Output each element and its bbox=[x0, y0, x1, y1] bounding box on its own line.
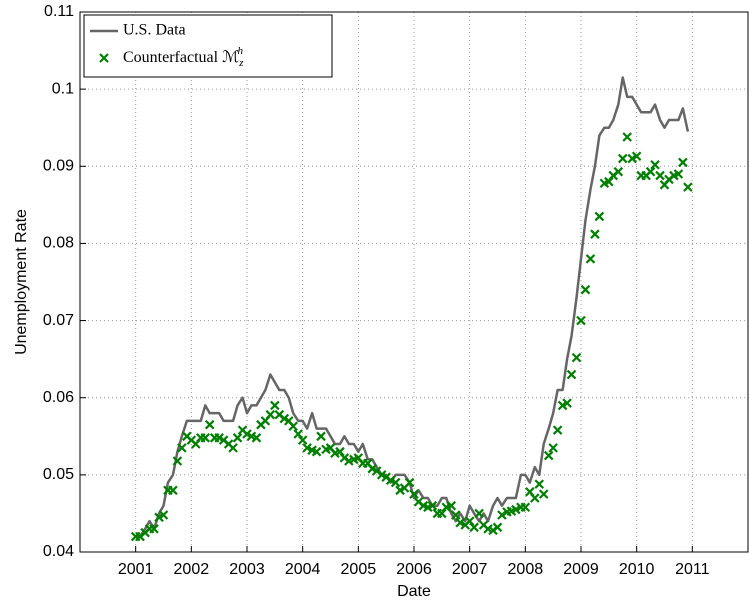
marker bbox=[168, 485, 178, 496]
marker bbox=[548, 443, 558, 453]
marker bbox=[149, 524, 159, 534]
plot bbox=[130, 76, 693, 542]
marker bbox=[590, 229, 600, 239]
x-tick-label: 2006 bbox=[396, 561, 432, 578]
marker bbox=[404, 477, 415, 488]
x-tick-label: 2008 bbox=[508, 561, 544, 578]
legend-marker bbox=[99, 53, 109, 63]
x-tick-label: 2010 bbox=[619, 561, 655, 578]
y-axis-label: Unemployment Rate bbox=[13, 209, 30, 355]
marker bbox=[543, 450, 554, 461]
marker bbox=[511, 504, 521, 515]
marker bbox=[562, 398, 572, 408]
marker bbox=[251, 433, 262, 443]
marker bbox=[288, 421, 298, 432]
legend-label: U.S. Data bbox=[123, 22, 186, 39]
marker bbox=[594, 211, 605, 222]
marker bbox=[580, 284, 591, 295]
marker bbox=[437, 508, 447, 519]
marker bbox=[650, 159, 660, 170]
x-tick-label: 2011 bbox=[675, 561, 710, 578]
marker bbox=[177, 443, 187, 453]
x-tick-label: 2009 bbox=[563, 561, 599, 578]
marker bbox=[446, 500, 457, 511]
marker bbox=[390, 477, 401, 488]
marker bbox=[204, 419, 215, 430]
marker bbox=[409, 489, 419, 499]
marker bbox=[335, 446, 345, 457]
marker bbox=[520, 502, 531, 513]
marker bbox=[427, 500, 438, 511]
marker bbox=[645, 166, 656, 177]
marker bbox=[311, 446, 322, 457]
legend-box bbox=[83, 14, 333, 78]
marker bbox=[172, 456, 183, 466]
y-tick-label: 0.11 bbox=[44, 3, 74, 20]
marker bbox=[585, 254, 596, 264]
x-tick-label: 2001 bbox=[118, 561, 154, 578]
marker bbox=[385, 475, 396, 486]
marker bbox=[302, 443, 312, 453]
marker bbox=[622, 132, 632, 142]
y-tick-label: 0.05 bbox=[43, 466, 74, 483]
marker bbox=[492, 522, 503, 533]
marker bbox=[228, 443, 238, 453]
x-tick-label: 2004 bbox=[285, 561, 321, 578]
line bbox=[135, 76, 690, 538]
marker bbox=[469, 522, 479, 533]
marker bbox=[538, 489, 549, 499]
x-axis-label: Date bbox=[397, 583, 431, 600]
legend: U.S. Data Counterfactual ℳzh bbox=[83, 14, 333, 78]
x-tick-label: 2007 bbox=[452, 561, 488, 578]
marker bbox=[316, 431, 326, 442]
marker bbox=[464, 516, 475, 526]
y-tick-label: 0.09 bbox=[43, 158, 74, 175]
marker bbox=[158, 510, 169, 520]
marker bbox=[534, 479, 545, 489]
marker bbox=[566, 369, 577, 380]
marker bbox=[293, 429, 303, 439]
marker bbox=[270, 400, 280, 411]
y-tick-label: 0.06 bbox=[43, 389, 74, 406]
x-tick-label: 2003 bbox=[229, 561, 265, 578]
marker bbox=[450, 510, 461, 520]
marker bbox=[683, 182, 693, 192]
y-tick-label: 0.04 bbox=[43, 543, 74, 560]
marker bbox=[552, 425, 563, 435]
marker bbox=[604, 176, 614, 187]
marker bbox=[678, 157, 688, 168]
marker bbox=[474, 508, 484, 519]
marker bbox=[297, 435, 308, 445]
x-tick-label: 2005 bbox=[341, 561, 377, 578]
marker bbox=[265, 409, 276, 420]
marker bbox=[232, 433, 243, 443]
marker bbox=[576, 315, 586, 326]
marker bbox=[497, 510, 507, 520]
marker bbox=[613, 166, 624, 177]
y-tick-label: 0.1 bbox=[52, 80, 74, 97]
marker bbox=[631, 151, 642, 162]
x-tick-label: 2002 bbox=[174, 561, 210, 578]
legend-label: Counterfactual ℳzh bbox=[123, 45, 244, 69]
y-tick-label: 0.08 bbox=[43, 235, 74, 252]
marker bbox=[530, 493, 540, 503]
marker bbox=[571, 352, 582, 363]
marker bbox=[200, 433, 211, 443]
marker bbox=[455, 517, 465, 528]
marker bbox=[617, 153, 628, 164]
y-tick-label: 0.07 bbox=[43, 312, 74, 329]
marker bbox=[673, 169, 684, 179]
marker bbox=[655, 170, 665, 181]
